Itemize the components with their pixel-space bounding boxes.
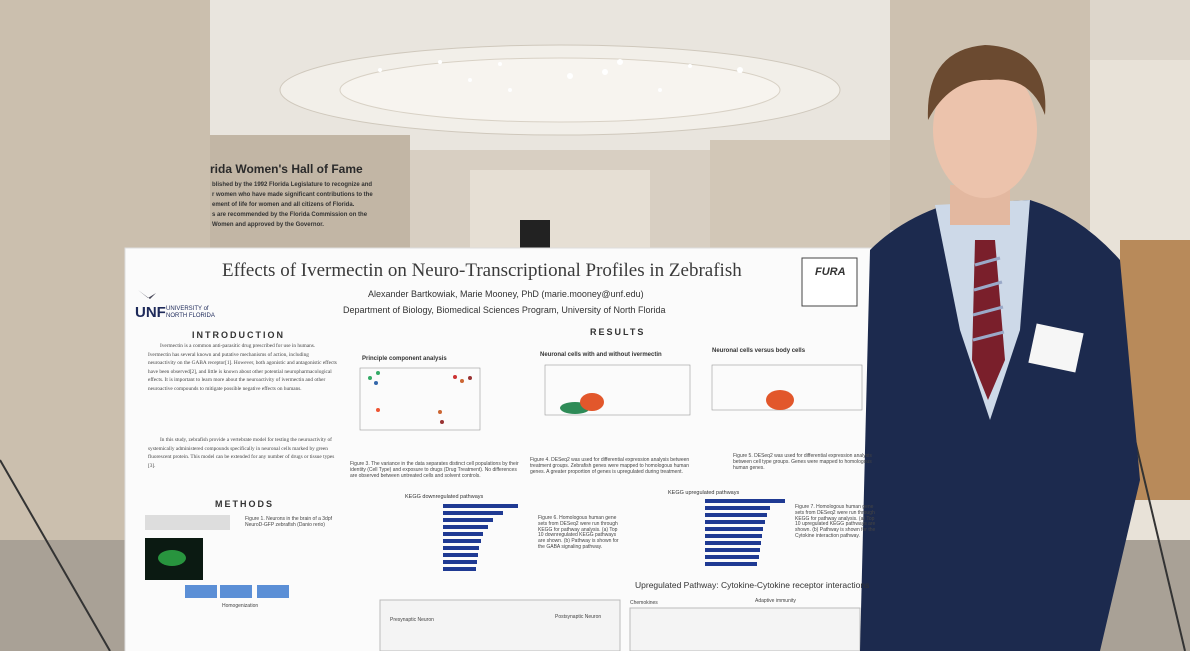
logo-bird <box>138 290 156 299</box>
fish-image <box>145 515 230 530</box>
poster-title: Effects of Ivermectin on Neuro-Transcrip… <box>222 260 742 281</box>
results-heading: RESULTS <box>590 327 646 337</box>
badge-text: FURA <box>815 266 846 278</box>
sign-text: blished by the 1992 Florida Legislature … <box>212 180 373 230</box>
chart-title: Neuronal cells with and without ivermect… <box>540 352 662 358</box>
volcano-axes <box>711 364 863 411</box>
easel-leg <box>0 459 111 651</box>
sign-line: r women who have made significant contri… <box>212 192 373 198</box>
volcano-axes <box>544 364 691 416</box>
figure-caption: Figure 6. Homologous human gene sets fro… <box>538 515 619 550</box>
pathway-diagram <box>379 599 621 651</box>
chart-title: KEGG downregulated pathways <box>405 494 484 500</box>
tripod <box>520 220 550 250</box>
sign-line: blished by the 1992 Florida Legislature … <box>212 182 373 188</box>
method-box <box>257 585 289 598</box>
badge <box>801 257 858 307</box>
figure-caption: Figure 7. Homologous human gene sets fro… <box>795 504 876 539</box>
method-box <box>220 585 252 598</box>
pathway-label: Chemokines <box>630 600 658 606</box>
lights <box>378 59 743 92</box>
pathway-title: Upregulated Pathway: Cytokine-Cytokine r… <box>635 580 870 590</box>
face <box>933 62 1037 198</box>
tie <box>972 240 1005 400</box>
kegg-down-bars <box>443 504 518 571</box>
sign-title: rida Women's Hall of Fame <box>210 162 363 176</box>
method-box <box>185 585 217 598</box>
pathway-label: Presynaptic Neuron <box>390 617 434 623</box>
sign-wall <box>210 135 410 250</box>
method-step: Homogenization <box>222 603 259 609</box>
pathway-diagram <box>629 607 861 651</box>
figure-caption: Figure 4. DESeq2 was used for differenti… <box>530 457 690 475</box>
wall-right <box>710 140 890 250</box>
hair <box>927 45 1046 120</box>
figure-caption: Figure 3. The variance in the data separ… <box>350 461 519 479</box>
poster-authors: Alexander Bartkowiak, Marie Mooney, PhD … <box>368 289 644 299</box>
kegg-up-bars <box>705 499 785 566</box>
sign-line: Women and approved by the Governor. <box>212 222 324 228</box>
volcano-cloud <box>580 393 604 411</box>
suit <box>860 200 1140 651</box>
poster <box>124 247 886 651</box>
intro-paragraph: In this study, zebrafish provide a verte… <box>148 437 335 469</box>
chart-title: KEGG upregulated pathways <box>668 490 740 496</box>
tie-stripes <box>972 256 1005 342</box>
name-badge <box>1028 323 1084 373</box>
sign-line: ement of life for women and all citizens… <box>212 202 355 208</box>
sign-line: s are recommended by the Florida Commiss… <box>212 212 368 218</box>
gfp-neurons <box>158 550 186 566</box>
corridor-far <box>470 170 650 250</box>
methods-heading: METHODS <box>215 499 274 509</box>
logo-short: UNF <box>135 304 166 321</box>
intro-paragraph: Ivermectin is a common anti-parasitic dr… <box>148 343 337 392</box>
pca-points <box>368 371 472 424</box>
pathway-label: Postsynaptic Neuron <box>555 614 602 620</box>
pca-axes <box>359 367 481 431</box>
chart-title: Neuronal cells versus body cells <box>712 348 806 354</box>
chart-title: Principle component analysis <box>362 356 447 362</box>
figure-caption: Figure 5. DESeq2 was used for differenti… <box>733 453 872 471</box>
dome-inner <box>339 57 781 123</box>
easel-leg <box>1134 439 1186 651</box>
logo-name: UNIVERSITY of NORTH FLORIDA <box>166 306 215 319</box>
pathway-label: Adaptive immunity <box>755 598 796 604</box>
figure-caption: Figure 1. Neurons in the brain of a 3dpf… <box>245 516 332 528</box>
intro-heading: INTRODUCTION <box>192 330 285 340</box>
volcano-cloud <box>766 390 794 410</box>
poster-department: Department of Biology, Biomedical Scienc… <box>343 305 666 315</box>
